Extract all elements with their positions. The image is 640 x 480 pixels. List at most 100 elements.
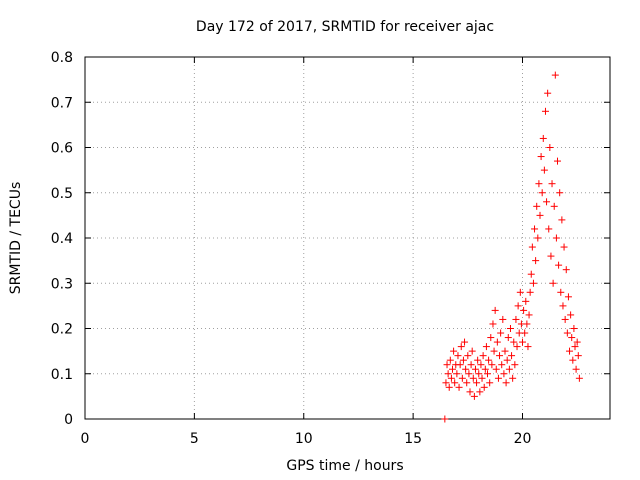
y-tick-label: 0.8 [51, 50, 73, 66]
data-point [503, 356, 511, 364]
data-point [484, 370, 491, 378]
data-point [505, 365, 513, 373]
data-point [572, 365, 580, 373]
chart-title: Day 172 of 2017, SRMTID for receiver aja… [196, 19, 494, 35]
data-point [465, 370, 473, 378]
data-point [544, 89, 552, 97]
data-point [567, 311, 575, 319]
data-point [447, 374, 455, 382]
axes [84, 56, 611, 420]
data-point [548, 180, 556, 188]
data-point [573, 338, 581, 346]
data-point [492, 365, 500, 373]
data-point [566, 347, 574, 355]
data-point [455, 383, 463, 391]
data-point [501, 347, 509, 355]
data-point [510, 338, 518, 346]
data-point [493, 338, 501, 346]
data-point [481, 365, 489, 373]
y-axis-label: SRMTID / TECUs [8, 182, 24, 295]
data-points [441, 71, 583, 423]
data-point [444, 370, 452, 378]
data-point [523, 320, 531, 328]
data-point [529, 279, 537, 287]
data-point [526, 288, 534, 296]
data-point [490, 347, 498, 355]
data-point [487, 334, 495, 342]
data-point [574, 352, 582, 360]
data-point [540, 166, 548, 174]
data-point [478, 374, 486, 382]
data-point [571, 343, 579, 351]
data-point [558, 216, 566, 224]
data-point [543, 198, 551, 206]
x-tick-label: 5 [190, 431, 199, 447]
y-tick-label: 0 [64, 412, 73, 428]
data-point [480, 383, 488, 391]
data-point [560, 243, 568, 251]
data-point [509, 374, 517, 382]
data-point [499, 315, 507, 323]
data-point [462, 365, 470, 373]
data-point [512, 315, 520, 323]
data-point [463, 379, 471, 387]
data-point [473, 379, 481, 387]
data-point [539, 134, 547, 142]
data-point [531, 225, 539, 233]
data-point [550, 202, 558, 210]
data-point [514, 302, 522, 310]
data-point [445, 383, 453, 391]
data-point [489, 320, 497, 328]
data-point [461, 338, 469, 346]
data-point [474, 356, 482, 364]
data-point [508, 352, 516, 360]
data-point [563, 329, 571, 337]
data-point [559, 302, 567, 310]
data-point [516, 288, 524, 296]
data-point [538, 189, 546, 197]
data-point [451, 379, 459, 387]
data-point [450, 347, 458, 355]
data-point [570, 325, 578, 332]
data-point [459, 356, 467, 364]
data-point [551, 71, 559, 79]
y-tick-label: 0.7 [51, 95, 73, 111]
y-tick-label: 0.6 [51, 141, 73, 157]
y-tick-label: 0.1 [51, 367, 73, 383]
data-point [494, 374, 502, 382]
x-tick-label: 0 [81, 431, 90, 447]
data-point [555, 261, 563, 269]
data-point [496, 352, 504, 360]
data-point [557, 288, 565, 296]
data-point [549, 279, 557, 287]
data-point [524, 343, 532, 351]
y-tick-label: 0.2 [51, 322, 73, 338]
data-point [479, 352, 487, 360]
data-point [562, 266, 570, 274]
data-point [454, 352, 462, 360]
data-point [497, 329, 505, 337]
data-point [532, 257, 540, 265]
data-point [575, 374, 583, 382]
data-point [513, 343, 521, 351]
data-point [441, 415, 449, 423]
data-point [482, 343, 490, 351]
data-point [546, 144, 554, 151]
data-point [467, 361, 475, 369]
tick-labels: 0 5 10 15 20 0 0.1 0.2 0.3 0.4 0.5 0.6 0.7 0.8 [51, 50, 532, 447]
data-point [443, 361, 451, 369]
data-point [485, 356, 493, 364]
data-point [502, 379, 510, 387]
data-point [554, 157, 561, 165]
data-point [534, 234, 542, 242]
data-point [519, 338, 526, 346]
y-tick-label: 0.3 [51, 276, 73, 292]
data-point [488, 361, 496, 369]
data-point [446, 356, 454, 364]
data-point [522, 297, 530, 305]
data-point [456, 361, 464, 369]
data-point [491, 306, 499, 314]
data-point [556, 189, 564, 197]
plot-frame [84, 56, 611, 420]
